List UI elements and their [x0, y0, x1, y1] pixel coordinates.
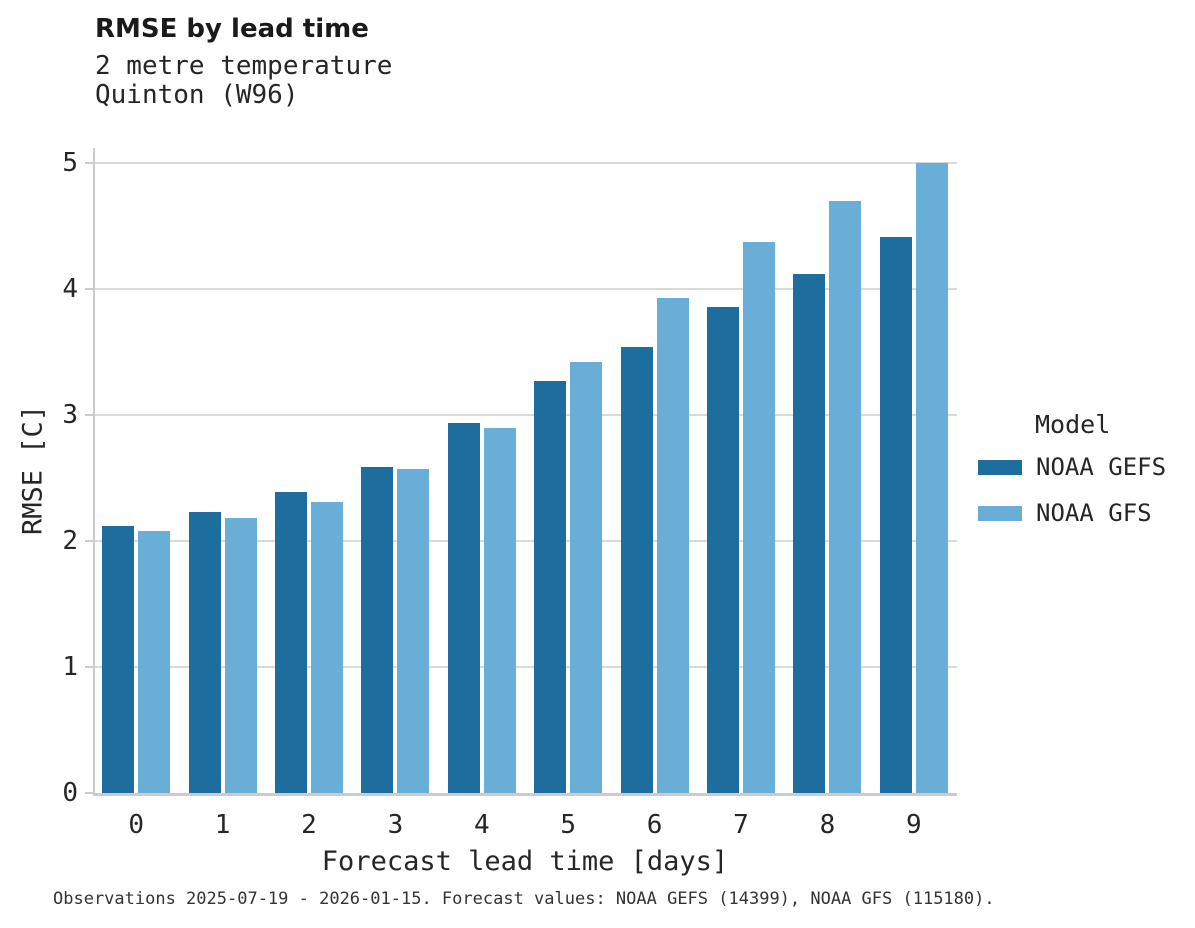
bar-noaa-gfs-day8	[829, 201, 862, 793]
gfs-color-swatch	[978, 505, 1022, 521]
subtitle-line-2: Quinton (W96)	[95, 80, 299, 110]
y-tick-mark-0	[85, 792, 93, 794]
x-tick-label-8: 8	[819, 810, 836, 840]
x-axis-spine	[93, 793, 957, 796]
x-tick-label-0: 0	[128, 810, 145, 840]
x-tick-label-2: 2	[301, 810, 317, 840]
y-tick-label-5: 5	[62, 148, 78, 178]
bar-noaa-gefs-day9	[879, 237, 912, 793]
y-tick-mark-4	[85, 288, 93, 290]
bar-noaa-gfs-day2	[311, 502, 343, 793]
legend-title: Model	[1035, 410, 1111, 439]
legend-label-gfs: NOAA GFS	[1036, 499, 1152, 527]
bar-noaa-gefs-day1	[188, 512, 221, 793]
y-tick-label-2: 2	[62, 526, 78, 556]
bar-noaa-gfs-day5	[570, 362, 603, 793]
y-axis-spine	[93, 148, 95, 795]
legend: Model NOAA GEFS NOAA GFS	[978, 410, 1166, 545]
x-tick-label-1: 1	[214, 810, 231, 840]
gridline-y-1	[93, 666, 957, 668]
gridline-y-5	[93, 162, 957, 164]
x-tick-label-3: 3	[387, 810, 404, 840]
y-tick-label-1: 1	[62, 652, 78, 682]
bar-noaa-gefs-day7	[707, 307, 739, 793]
bar-noaa-gefs-day8	[793, 274, 826, 793]
x-axis-label: Forecast lead time [days]	[321, 846, 729, 877]
bar-noaa-gfs-day9	[915, 163, 948, 793]
x-tick-label-5: 5	[560, 810, 577, 840]
y-tick-label-3: 3	[62, 400, 78, 430]
gefs-color-swatch	[978, 459, 1022, 475]
x-tick-label-4: 4	[473, 810, 490, 840]
x-tick-label-6: 6	[646, 810, 663, 840]
gridline-y-3	[93, 414, 957, 416]
y-tick-mark-1	[85, 666, 93, 668]
bar-noaa-gfs-day0	[138, 531, 171, 793]
y-axis-label: RMSE [C]	[17, 404, 49, 536]
legend-item-gfs: NOAA GFS	[978, 499, 1166, 527]
x-tick-label-9: 9	[905, 810, 922, 840]
legend-item-gefs: NOAA GEFS	[978, 453, 1166, 481]
y-tick-mark-3	[85, 414, 93, 416]
bar-noaa-gefs-day0	[102, 526, 135, 793]
chart-subtitle: 2 metre temperature Quinton (W96)	[95, 52, 392, 110]
x-tick-label-7: 7	[733, 810, 749, 840]
bar-noaa-gfs-day7	[743, 242, 775, 793]
y-tick-label-0: 0	[62, 778, 78, 808]
y-tick-mark-5	[85, 162, 93, 164]
subtitle-line-1: 2 metre temperature	[95, 51, 393, 81]
bar-noaa-gefs-day6	[620, 347, 653, 793]
y-tick-label-4: 4	[62, 274, 78, 304]
gridline-y-4	[93, 288, 957, 290]
bar-noaa-gfs-day6	[656, 298, 689, 793]
chart-title: RMSE by lead time	[95, 14, 369, 44]
caption-text: Observations 2025-07-19 - 2026-01-15. Fo…	[53, 889, 995, 909]
bar-noaa-gefs-day5	[534, 381, 567, 793]
bar-noaa-gfs-day1	[224, 518, 257, 793]
bar-noaa-gfs-day3	[397, 469, 430, 793]
bar-noaa-gefs-day4	[447, 423, 480, 793]
bar-noaa-gfs-day4	[483, 428, 516, 793]
gridline-y-2	[93, 540, 957, 542]
y-tick-mark-2	[85, 540, 93, 542]
bar-noaa-gefs-day3	[361, 467, 394, 793]
legend-label-gefs: NOAA GEFS	[1036, 453, 1167, 481]
bar-noaa-gefs-day2	[275, 492, 307, 793]
